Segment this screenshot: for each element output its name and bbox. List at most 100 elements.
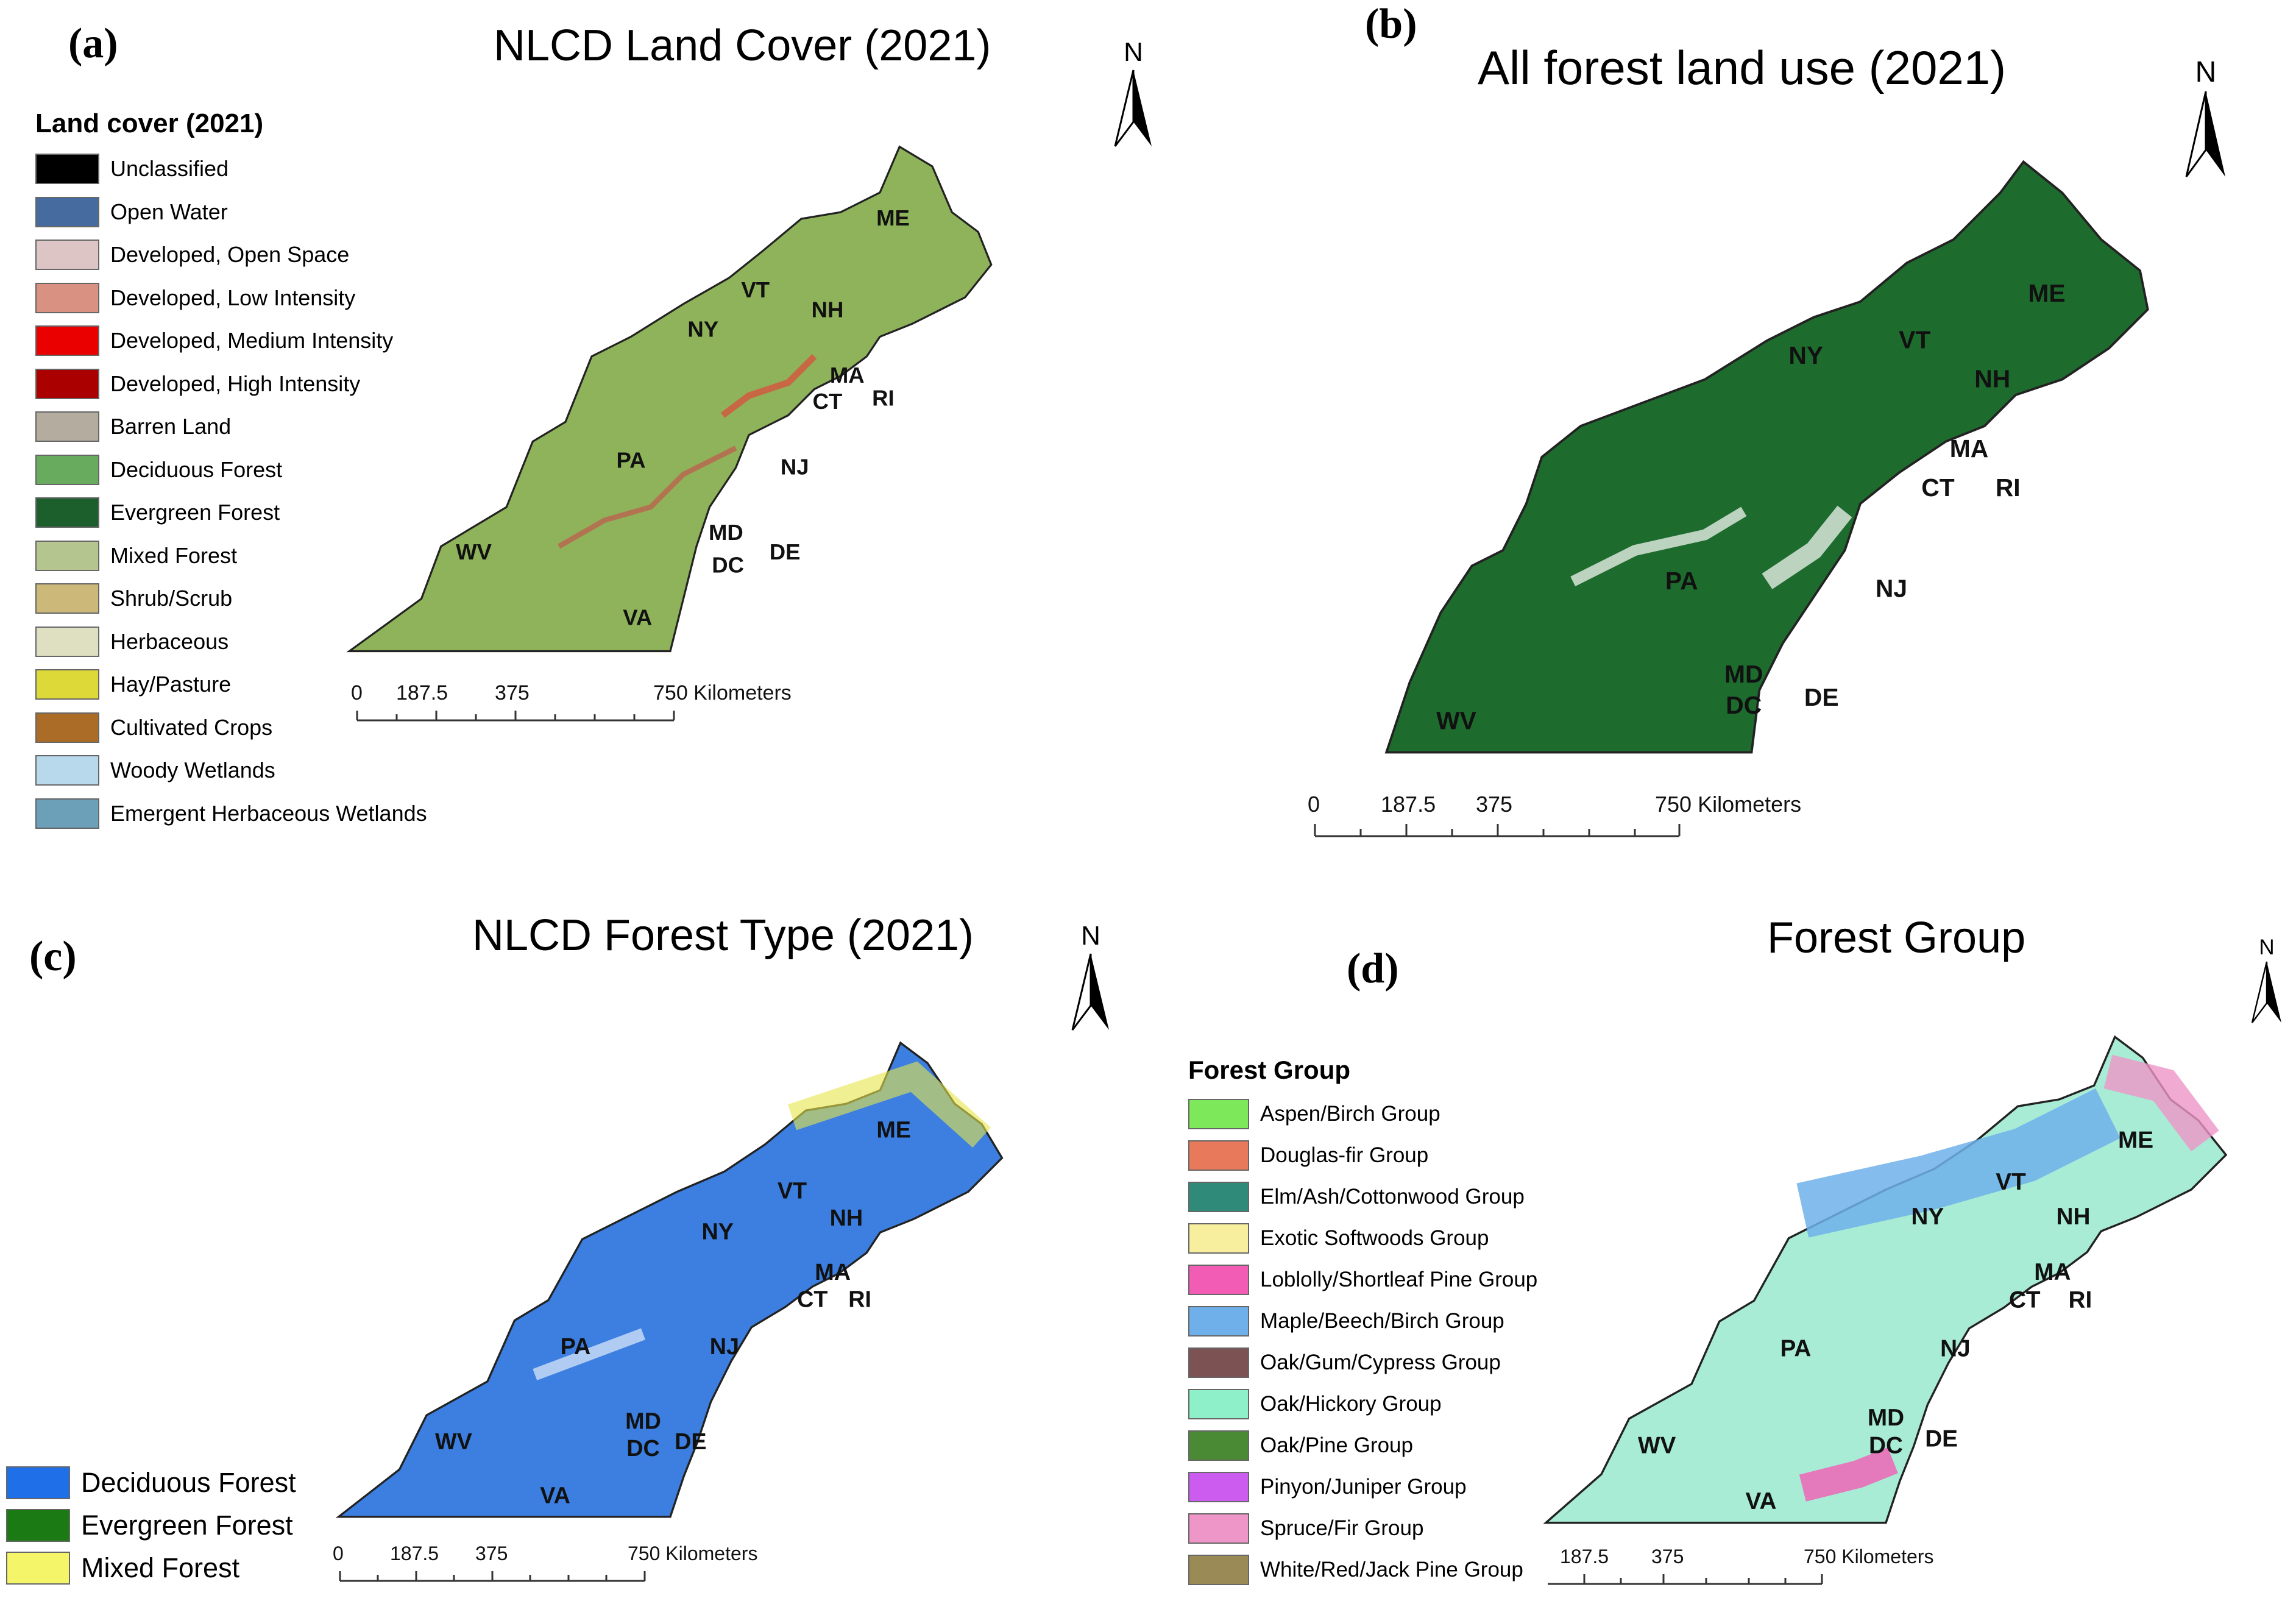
state-label-ri: RI bbox=[2069, 1287, 2092, 1313]
legend-label: Hay/Pasture bbox=[110, 672, 232, 697]
legend-item: Developed, High Intensity bbox=[35, 363, 427, 406]
legend-item: Cultivated Crops bbox=[35, 706, 427, 750]
legend-label: Deciduous Forest bbox=[81, 1467, 296, 1498]
panel-letter-c: (c) bbox=[29, 933, 77, 980]
legend-label: Cultivated Crops bbox=[110, 714, 273, 740]
state-label-dc: DC bbox=[1869, 1433, 1903, 1459]
legend-swatch bbox=[35, 626, 99, 657]
state-label-ny: NY bbox=[702, 1219, 734, 1244]
legend-title: Land cover (2021) bbox=[35, 108, 264, 138]
legend-label: Oak/Pine Group bbox=[1260, 1433, 1413, 1457]
legend-item: Developed, Open Space bbox=[35, 233, 427, 277]
state-label-wv: WV bbox=[456, 539, 492, 564]
legend-item: Oak/Hickory Group bbox=[1188, 1383, 1537, 1425]
state-label-dc: DC bbox=[626, 1436, 660, 1461]
legend-item: Aspen/Birch Group bbox=[1188, 1093, 1537, 1135]
state-label-va: VA bbox=[623, 605, 652, 630]
legend-label: Evergreen Forest bbox=[81, 1510, 293, 1541]
state-label-ma: MA bbox=[1950, 435, 1988, 463]
svg-text:0: 0 bbox=[351, 681, 363, 705]
legend-item: Evergreen Forest bbox=[35, 491, 427, 534]
north-arrow-a: N bbox=[1114, 37, 1152, 147]
legend-label: Exotic Softwoods Group bbox=[1260, 1226, 1489, 1250]
legend-label: Douglas-fir Group bbox=[1260, 1143, 1429, 1167]
state-label-nj: NJ bbox=[781, 454, 809, 479]
legend-item: Evergreen Forest bbox=[6, 1504, 296, 1547]
legend-item: Developed, Low Intensity bbox=[35, 277, 427, 320]
legend-label: Aspen/Birch Group bbox=[1260, 1102, 1440, 1126]
svg-text:0: 0 bbox=[1308, 792, 1320, 817]
legend-label: Oak/Hickory Group bbox=[1260, 1392, 1442, 1416]
legend-label: Herbaceous bbox=[110, 628, 229, 654]
state-label-nh: NH bbox=[2057, 1204, 2091, 1230]
state-label-va: VA bbox=[1746, 1488, 1777, 1514]
state-label-md: MD bbox=[1724, 660, 1763, 688]
legend-item: Woody Wetlands bbox=[35, 749, 427, 792]
state-label-vt: VT bbox=[741, 277, 770, 302]
state-label-vt: VT bbox=[778, 1179, 807, 1204]
svg-text:187.5: 187.5 bbox=[1381, 792, 1436, 817]
scale-bar-d: 187.5 375 750 Kilometers bbox=[1548, 1546, 1933, 1585]
legend-land-cover: Land cover (2021) Unclassified Open Water… bbox=[35, 108, 427, 835]
legend-item: Pinyon/Juniper Group bbox=[1188, 1466, 1537, 1508]
legend-label: Spruce/Fir Group bbox=[1260, 1516, 1424, 1540]
state-label-me: ME bbox=[876, 1118, 911, 1143]
state-label-ma: MA bbox=[2034, 1259, 2071, 1285]
legend-label: Deciduous Forest bbox=[110, 456, 283, 482]
svg-text:375: 375 bbox=[475, 1542, 508, 1564]
panel-title-d: Forest Group bbox=[1767, 914, 2026, 962]
scale-bar-a: 0 187.5 375 750 Kilometers bbox=[351, 681, 792, 722]
state-label-de: DE bbox=[1925, 1425, 1958, 1452]
legend-item: Spruce/Fir Group bbox=[1188, 1508, 1537, 1549]
scale-bar-c: 0 187.5 375 750 Kilometers bbox=[333, 1542, 757, 1582]
state-label-wv: WV bbox=[1436, 706, 1476, 734]
legend-label: Maple/Beech/Birch Group bbox=[1260, 1309, 1504, 1333]
panel-title-a: NLCD Land Cover (2021) bbox=[494, 21, 991, 70]
legend-item: Maple/Beech/Birch Group bbox=[1188, 1301, 1537, 1342]
svg-text:N: N bbox=[1124, 37, 1143, 67]
legend-swatch bbox=[1188, 1347, 1249, 1378]
state-label-dc: DC bbox=[712, 553, 744, 578]
legend-swatch bbox=[35, 154, 99, 185]
legend-item: Emergent Herbaceous Wetlands bbox=[35, 792, 427, 836]
state-label-ri: RI bbox=[1996, 474, 2021, 502]
state-label-ma: MA bbox=[815, 1260, 851, 1285]
state-label-vt: VT bbox=[1899, 326, 1930, 354]
legend-swatch bbox=[6, 1466, 70, 1499]
legend-swatch bbox=[35, 755, 99, 786]
legend-item: Exotic Softwoods Group bbox=[1188, 1218, 1537, 1259]
legend-swatch bbox=[6, 1552, 70, 1585]
state-label-nh: NH bbox=[812, 297, 844, 322]
legend-swatch bbox=[35, 454, 99, 485]
legend-item: Mixed Forest bbox=[6, 1547, 296, 1589]
legend-label: Developed, Open Space bbox=[110, 242, 350, 268]
legend-item: Herbaceous bbox=[35, 620, 427, 664]
north-arrow-b: N bbox=[2185, 56, 2225, 177]
legend-swatch bbox=[1188, 1223, 1249, 1254]
state-label-dc: DC bbox=[1726, 691, 1762, 719]
legend-swatch bbox=[35, 240, 99, 271]
legend-swatch bbox=[1188, 1182, 1249, 1212]
legend-swatch bbox=[1188, 1140, 1249, 1171]
legend-label: Emergent Herbaceous Wetlands bbox=[110, 800, 427, 826]
legend-swatch bbox=[35, 325, 99, 357]
legend-label: Elm/Ash/Cottonwood Group bbox=[1260, 1185, 1525, 1209]
legend-label: Unclassified bbox=[110, 156, 229, 182]
legend-label: Developed, Low Intensity bbox=[110, 285, 356, 310]
state-label-nh: NH bbox=[1974, 364, 2010, 392]
legend-label: Developed, High Intensity bbox=[110, 371, 361, 396]
legend-swatch bbox=[1188, 1430, 1249, 1461]
legend-swatch bbox=[1188, 1389, 1249, 1419]
legend-swatch bbox=[35, 411, 99, 442]
legend-label: Pinyon/Juniper Group bbox=[1260, 1475, 1467, 1499]
legend-item: Shrub/Scrub bbox=[35, 577, 427, 620]
legend-item: Developed, Medium Intensity bbox=[35, 319, 427, 363]
state-label-pa: PA bbox=[1780, 1335, 1811, 1361]
panel-letter-d: (d) bbox=[1347, 945, 1399, 992]
legend-swatch bbox=[1188, 1306, 1249, 1337]
legend-label: Loblolly/Shortleaf Pine Group bbox=[1260, 1268, 1538, 1291]
state-label-ct: CT bbox=[2009, 1287, 2041, 1313]
legend-item: Hay/Pasture bbox=[35, 663, 427, 706]
svg-text:187.5: 187.5 bbox=[390, 1542, 439, 1564]
